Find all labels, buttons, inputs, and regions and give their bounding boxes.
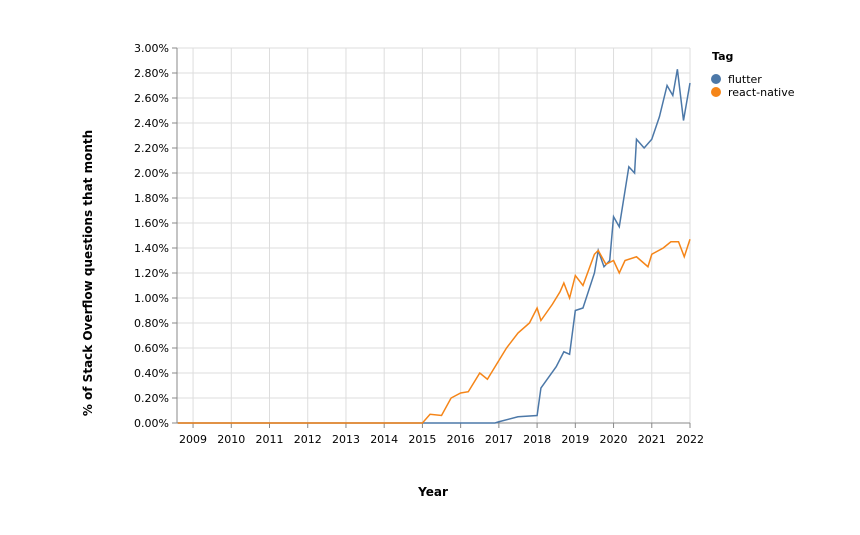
y-tick-label: 1.00%	[134, 292, 169, 305]
y-tick-label: 2.20%	[134, 142, 169, 155]
x-tick-label: 2010	[217, 433, 245, 446]
legend-label: flutter	[728, 73, 762, 86]
x-tick-label: 2012	[294, 433, 322, 446]
legend-title: Tag	[712, 50, 733, 63]
x-tick-label: 2021	[638, 433, 666, 446]
legend-label: react-native	[728, 86, 795, 99]
legend-symbol	[711, 87, 721, 97]
y-tick-label: 1.80%	[134, 192, 169, 205]
y-tick-label: 0.00%	[134, 417, 169, 430]
y-tick-label: 2.60%	[134, 92, 169, 105]
x-tick-label: 2020	[600, 433, 628, 446]
y-tick-label: 1.40%	[134, 242, 169, 255]
x-tick-label: 2013	[332, 433, 360, 446]
y-axis-title: % of Stack Overflow questions that month	[81, 130, 95, 416]
x-tick-label: 2016	[447, 433, 475, 446]
legend-symbol	[711, 74, 721, 84]
x-tick-label: 2011	[256, 433, 284, 446]
y-tick-label: 2.00%	[134, 167, 169, 180]
y-tick-label: 1.20%	[134, 267, 169, 280]
series-line	[177, 239, 691, 424]
y-tick-label: 0.80%	[134, 317, 169, 330]
y-tick-label: 3.00%	[134, 42, 169, 55]
x-tick-label: 2019	[561, 433, 589, 446]
x-tick-label: 2017	[485, 433, 513, 446]
y-tick-label: 2.40%	[134, 117, 169, 130]
y-tick-label: 0.20%	[134, 392, 169, 405]
y-tick-label: 2.80%	[134, 67, 169, 80]
x-tick-label: 2022	[676, 433, 704, 446]
x-axis-title: Year	[417, 485, 448, 499]
x-tick-label: 2014	[370, 433, 398, 446]
y-tick-label: 0.60%	[134, 342, 169, 355]
y-tick-label: 0.40%	[134, 367, 169, 380]
x-tick-label: 2015	[408, 433, 436, 446]
x-tick-label: 2009	[179, 433, 207, 446]
x-tick-label: 2018	[523, 433, 551, 446]
y-tick-label: 1.60%	[134, 217, 169, 230]
